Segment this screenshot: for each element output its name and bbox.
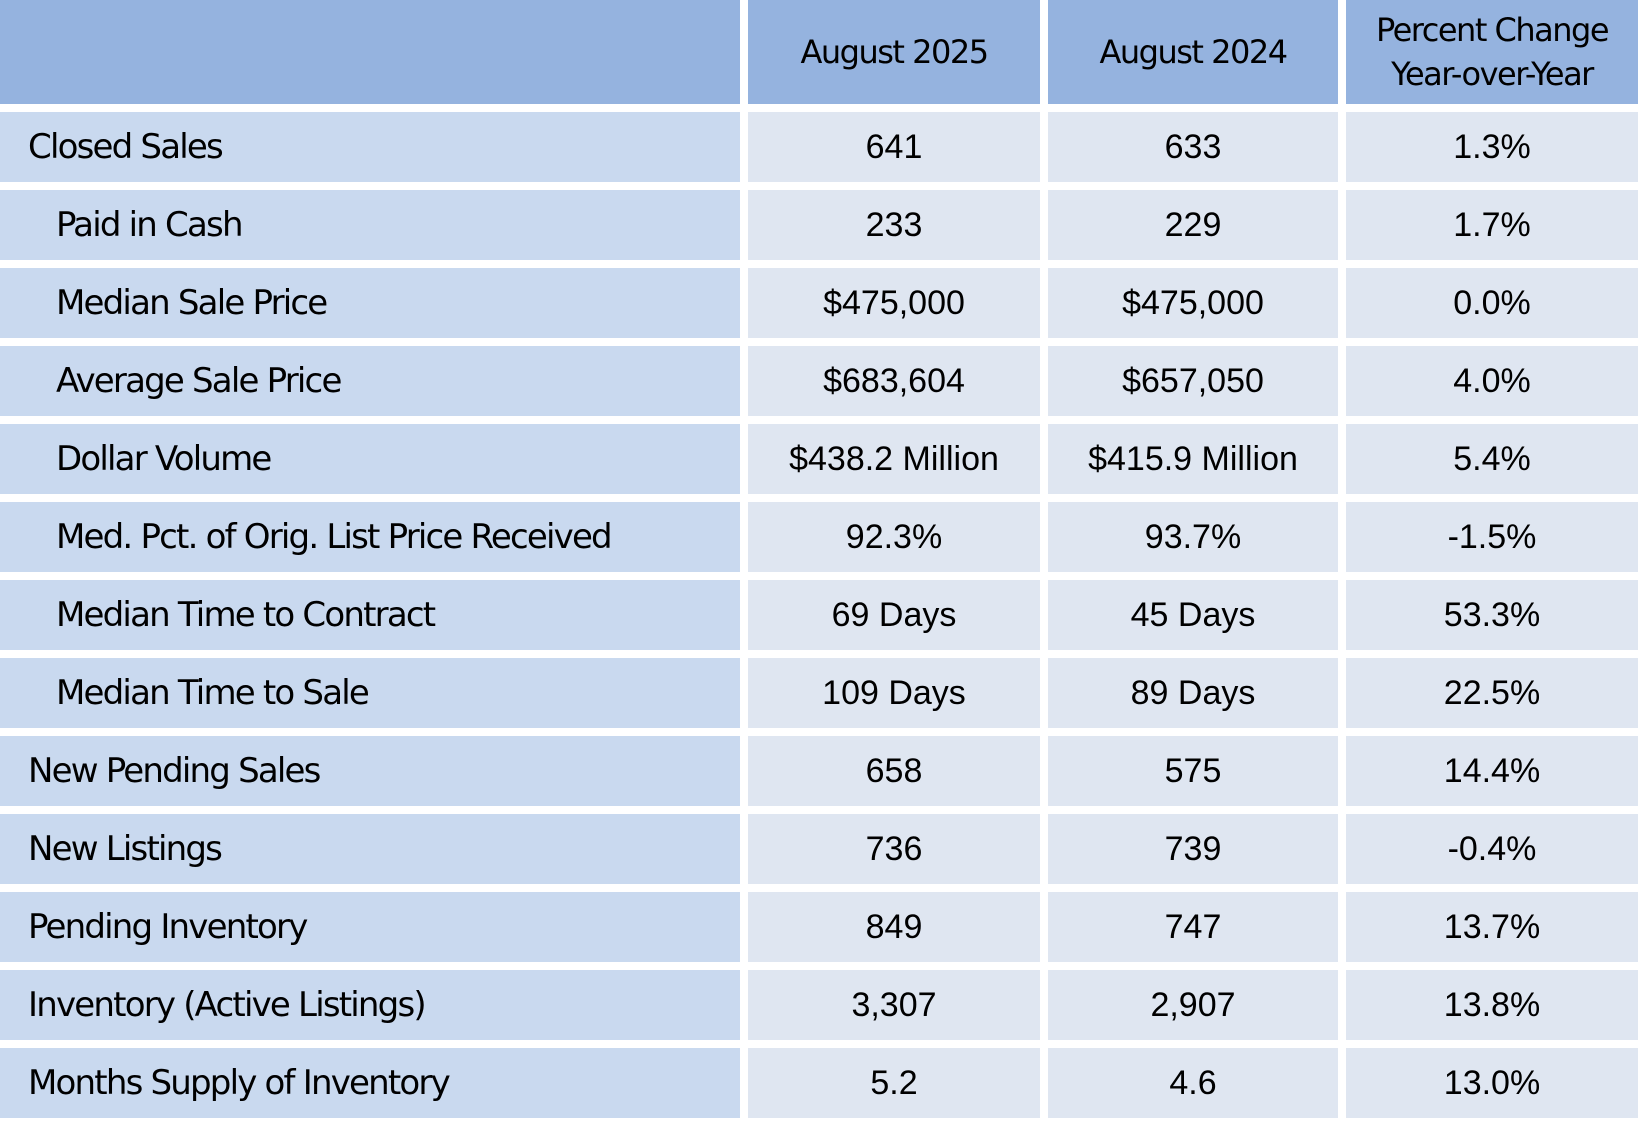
column-header-line: Percent Change <box>1375 11 1610 49</box>
value-cell: 641 <box>748 112 1040 182</box>
value-cell: 69 Days <box>748 580 1040 650</box>
column-header: Percent Change Year-over-Year <box>1346 0 1638 104</box>
value-cell: -1.5% <box>1346 502 1638 572</box>
row-label: Inventory (Active Listings) <box>0 970 740 1040</box>
value-cell: 3,307 <box>748 970 1040 1040</box>
row-label: New Listings <box>0 814 740 884</box>
row-label: Average Sale Price <box>0 346 740 416</box>
value-cell: 53.3% <box>1346 580 1638 650</box>
column-header-line: Year-over-Year <box>1391 55 1594 93</box>
value-cell: 22.5% <box>1346 658 1638 728</box>
value-cell: 575 <box>1048 736 1338 806</box>
row-label: Median Time to Contract <box>0 580 740 650</box>
value-cell: 5.2 <box>748 1048 1040 1118</box>
value-cell: 633 <box>1048 112 1338 182</box>
value-cell: 658 <box>748 736 1040 806</box>
value-cell: 93.7% <box>1048 502 1338 572</box>
value-cell: 4.6 <box>1048 1048 1338 1118</box>
value-cell: 747 <box>1048 892 1338 962</box>
value-cell: $415.9 Million <box>1048 424 1338 494</box>
value-cell: 4.0% <box>1346 346 1638 416</box>
value-cell: 13.8% <box>1346 970 1638 1040</box>
value-cell: 739 <box>1048 814 1338 884</box>
row-label: Paid in Cash <box>0 190 740 260</box>
value-cell: $657,050 <box>1048 346 1338 416</box>
header-corner <box>0 0 740 104</box>
value-cell: 14.4% <box>1346 736 1638 806</box>
value-cell: 109 Days <box>748 658 1040 728</box>
value-cell: 736 <box>748 814 1040 884</box>
value-cell: $683,604 <box>748 346 1040 416</box>
column-header: August 2025 <box>748 0 1040 104</box>
value-cell: -0.4% <box>1346 814 1638 884</box>
row-label: Dollar Volume <box>0 424 740 494</box>
value-cell: 89 Days <box>1048 658 1338 728</box>
value-cell: 13.0% <box>1346 1048 1638 1118</box>
value-cell: 13.7% <box>1346 892 1638 962</box>
value-cell: $475,000 <box>748 268 1040 338</box>
value-cell: 2,907 <box>1048 970 1338 1040</box>
value-cell: 5.4% <box>1346 424 1638 494</box>
row-label: Median Time to Sale <box>0 658 740 728</box>
row-label: New Pending Sales <box>0 736 740 806</box>
row-label: Med. Pct. of Orig. List Price Received <box>0 502 740 572</box>
value-cell: $475,000 <box>1048 268 1338 338</box>
value-cell: 0.0% <box>1346 268 1638 338</box>
value-cell: 849 <box>748 892 1040 962</box>
value-cell: 1.3% <box>1346 112 1638 182</box>
value-cell: 233 <box>748 190 1040 260</box>
value-cell: 92.3% <box>748 502 1040 572</box>
row-label: Pending Inventory <box>0 892 740 962</box>
value-cell: $438.2 Million <box>748 424 1040 494</box>
value-cell: 229 <box>1048 190 1338 260</box>
row-label: Closed Sales <box>0 112 740 182</box>
value-cell: 1.7% <box>1346 190 1638 260</box>
value-cell: 45 Days <box>1048 580 1338 650</box>
row-label: Median Sale Price <box>0 268 740 338</box>
column-header: August 2024 <box>1048 0 1338 104</box>
row-label: Months Supply of Inventory <box>0 1048 740 1118</box>
